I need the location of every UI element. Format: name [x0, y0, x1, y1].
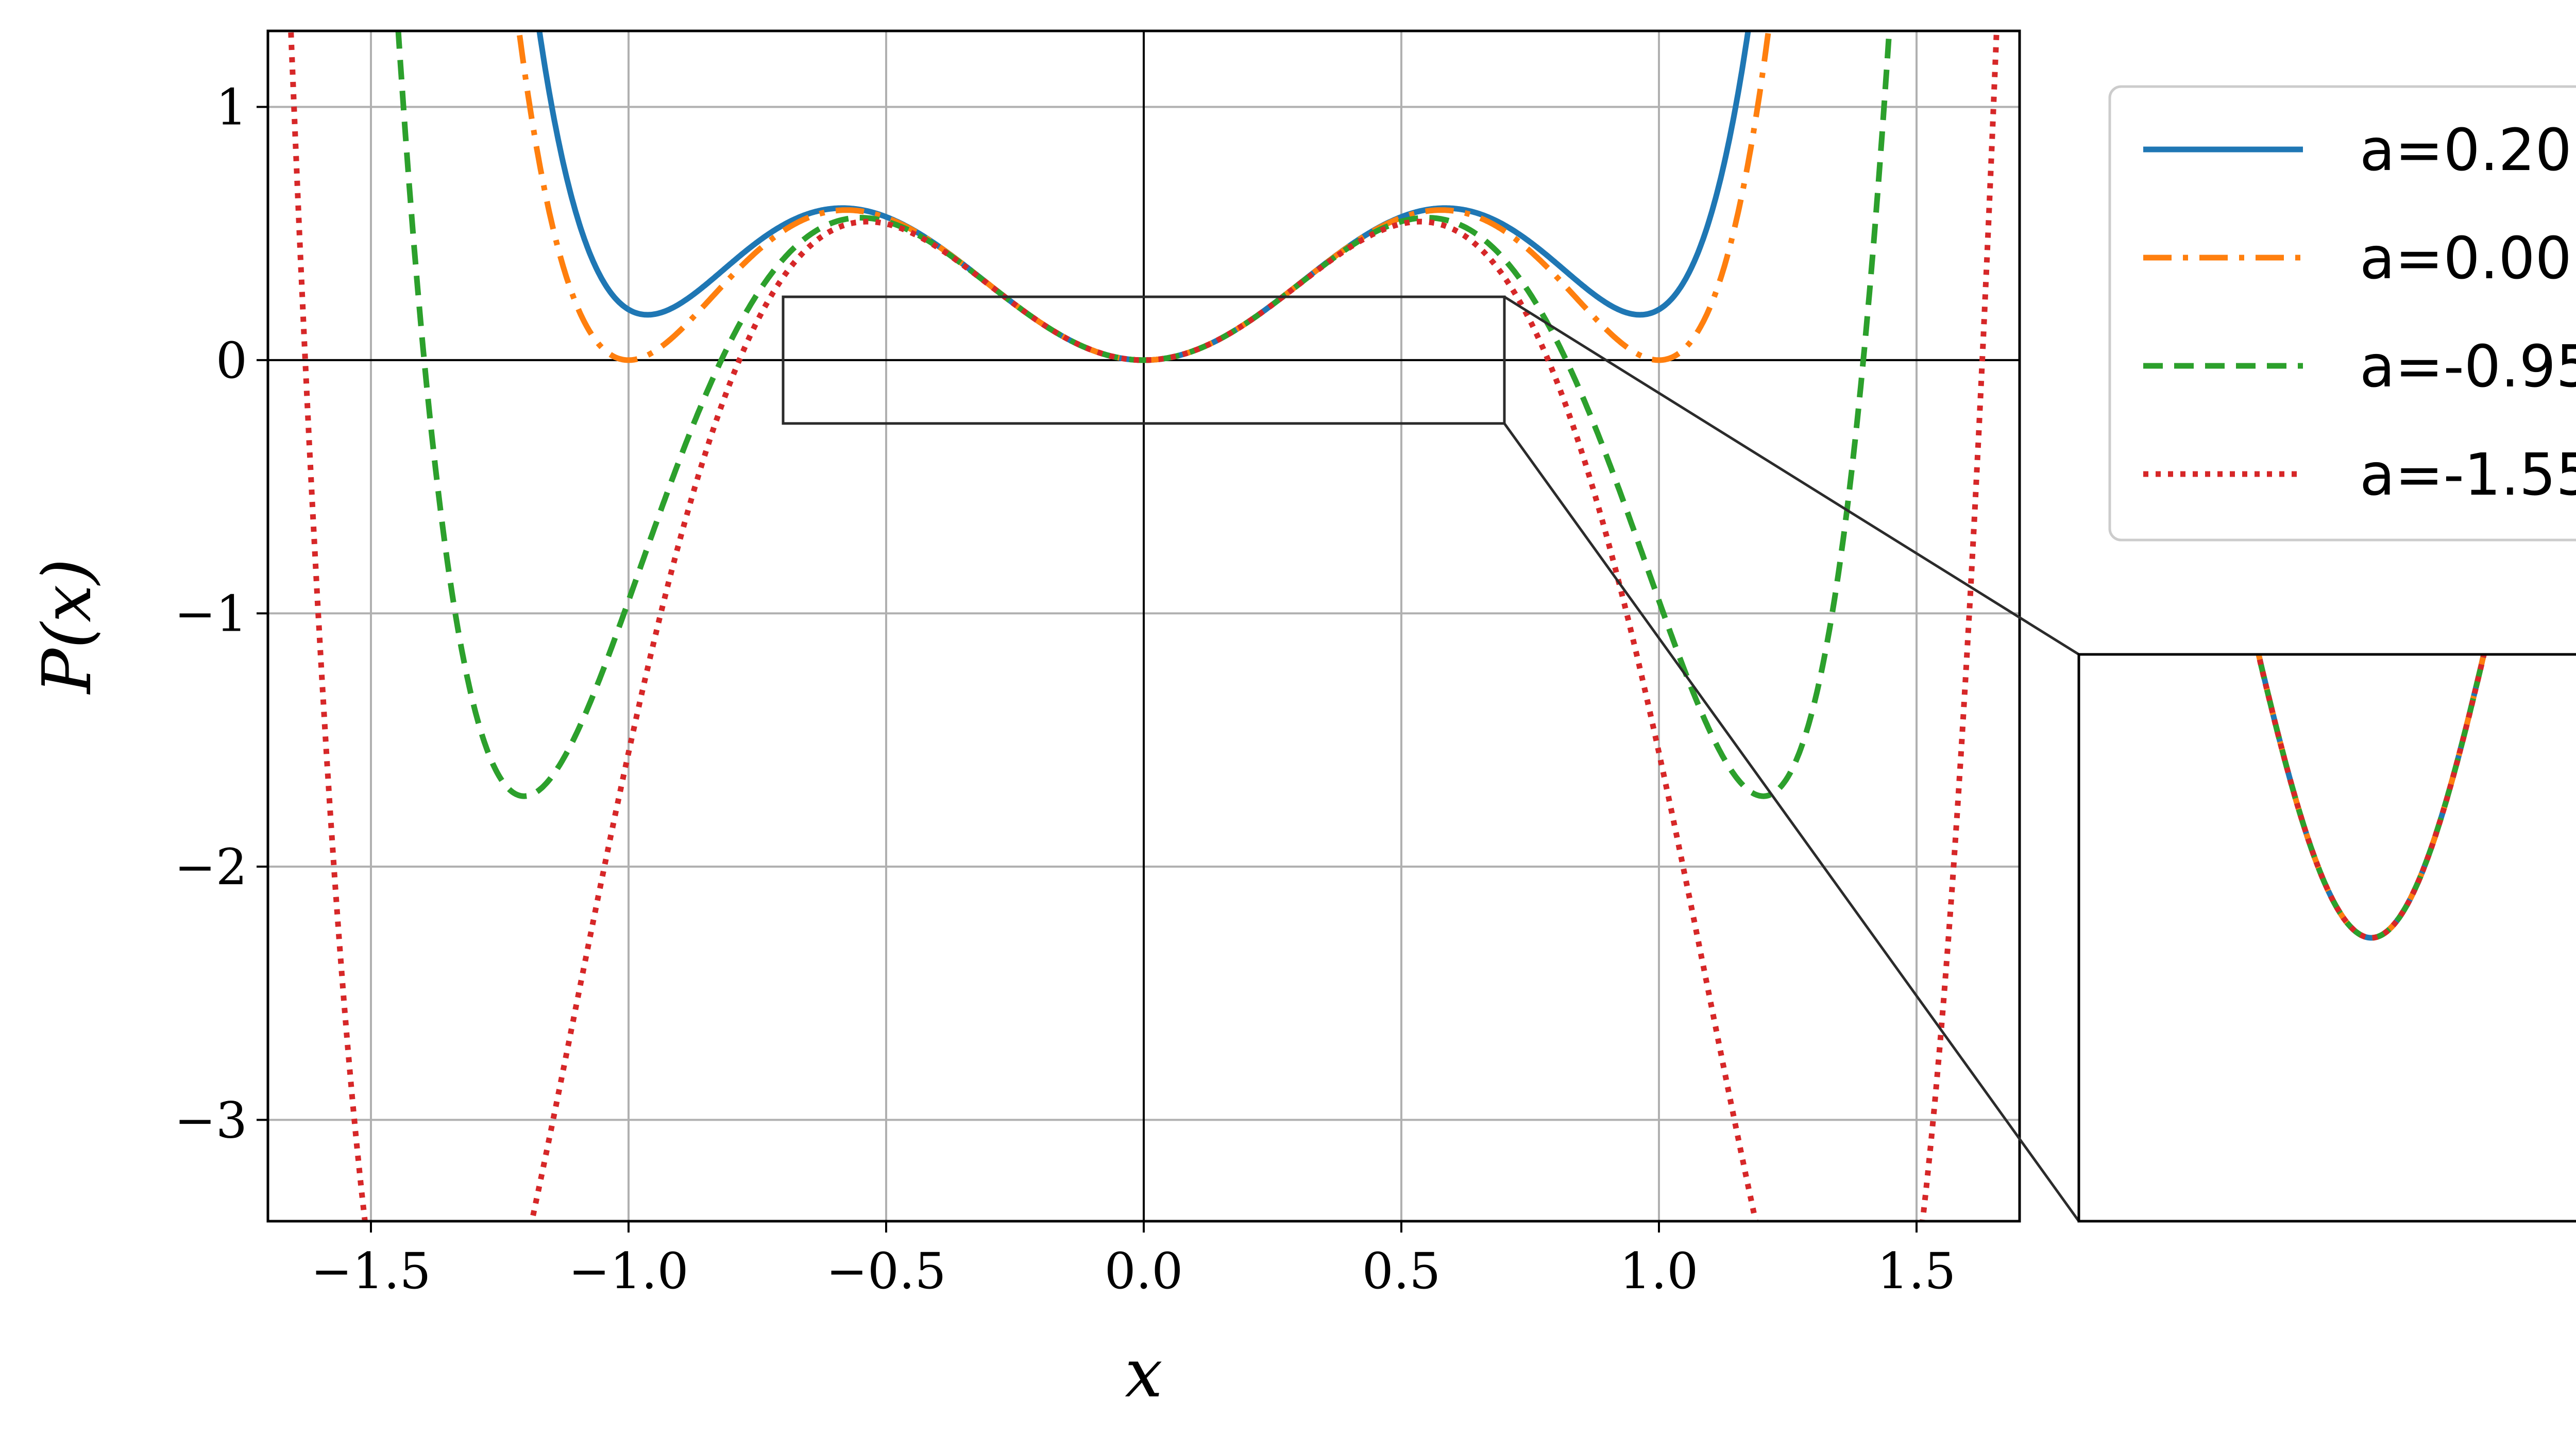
series-group [288, 31, 1999, 1221]
x-axis-ticks: −1.5 −1.0 −0.5 0.0 0.5 1.0 1.5 [311, 1221, 1956, 1300]
y-tick-label: −1 [174, 585, 247, 643]
x-tick-label: 0.5 [1362, 1242, 1441, 1300]
series-line [395, 31, 1892, 799]
zero-lines [268, 31, 2020, 1221]
x-tick-label: 1.0 [1620, 1242, 1699, 1300]
y-axis-label: P(x) [28, 559, 106, 695]
legend-label: a=-0.95 [2360, 333, 2576, 400]
inset-axes-frame [2077, 653, 2576, 1223]
x-tick-label: −1.0 [568, 1242, 688, 1300]
inset-plot [2077, 653, 2576, 1223]
x-tick-label: 0.0 [1105, 1242, 1183, 1300]
y-axis-ticks: 1 0 −1 −2 −3 [174, 78, 268, 1149]
inset-series-group [2256, 654, 2487, 941]
y-tick-label: −3 [174, 1091, 247, 1149]
legend-label: a=-1.55 [2360, 442, 2576, 509]
legend: a=0.20 a=0.00 a=-0.95 a=-1.55 [2108, 85, 2576, 542]
main-plot-area: −1.5 −1.0 −0.5 0.0 0.5 1.0 1.5 1 0 −1 −2 −3 [174, 29, 2021, 1300]
y-tick-label: −2 [174, 838, 247, 896]
legend-box [2108, 85, 2576, 542]
inset-connector-bottom [1503, 423, 2080, 1222]
inset-connector-top [1503, 295, 2080, 656]
legend-label: a=0.20 [2360, 117, 2572, 184]
x-tick-label: −1.5 [311, 1242, 431, 1300]
inset-series-line [2256, 654, 2487, 941]
x-tick-label: −0.5 [826, 1242, 946, 1300]
legend-label: a=0.00 [2360, 225, 2572, 292]
y-tick-label: 0 [216, 332, 247, 390]
x-tick-label: 1.5 [1877, 1242, 1956, 1300]
legend-entries: a=0.20 a=0.00 a=-0.95 a=-1.55 [2143, 117, 2576, 509]
zoom-region-box [782, 295, 1506, 425]
x-axis-label: x [1125, 1334, 1162, 1412]
y-tick-label: 1 [216, 78, 247, 136]
